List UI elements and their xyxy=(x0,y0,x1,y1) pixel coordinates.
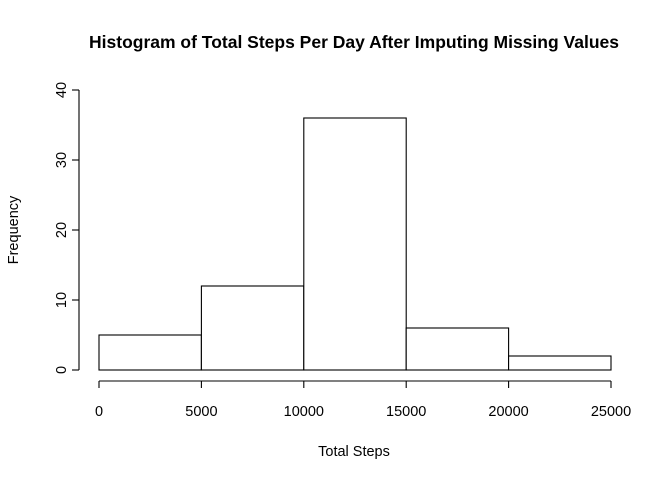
y-tick-label: 20 xyxy=(54,222,70,238)
y-tick-label: 30 xyxy=(54,152,70,168)
x-tick-label: 5000 xyxy=(185,404,217,420)
x-tick-label: 25000 xyxy=(591,404,631,420)
x-axis: 0 5000 10000 15000 20000 25000 xyxy=(95,380,631,420)
histogram-bar xyxy=(405,327,510,371)
histogram-bar xyxy=(98,334,202,371)
chart-title: Histogram of Total Steps Per Day After I… xyxy=(89,32,619,52)
x-tick-label: 0 xyxy=(95,404,103,420)
y-tick-label: 40 xyxy=(54,82,70,98)
bars-group xyxy=(98,117,612,371)
x-axis-label: Total Steps xyxy=(318,444,390,460)
y-axis-label: Frequency xyxy=(6,195,22,264)
x-tick-label: 10000 xyxy=(284,404,324,420)
histogram-bar xyxy=(303,117,407,371)
y-axis: 0 10 20 30 40 xyxy=(54,82,80,374)
y-tick-label: 10 xyxy=(54,292,70,308)
x-tick-label: 15000 xyxy=(386,404,426,420)
y-tick-label: 0 xyxy=(54,366,70,374)
histogram-bar xyxy=(200,285,305,371)
histogram-bar xyxy=(508,355,612,371)
x-tick-label: 20000 xyxy=(488,404,528,420)
